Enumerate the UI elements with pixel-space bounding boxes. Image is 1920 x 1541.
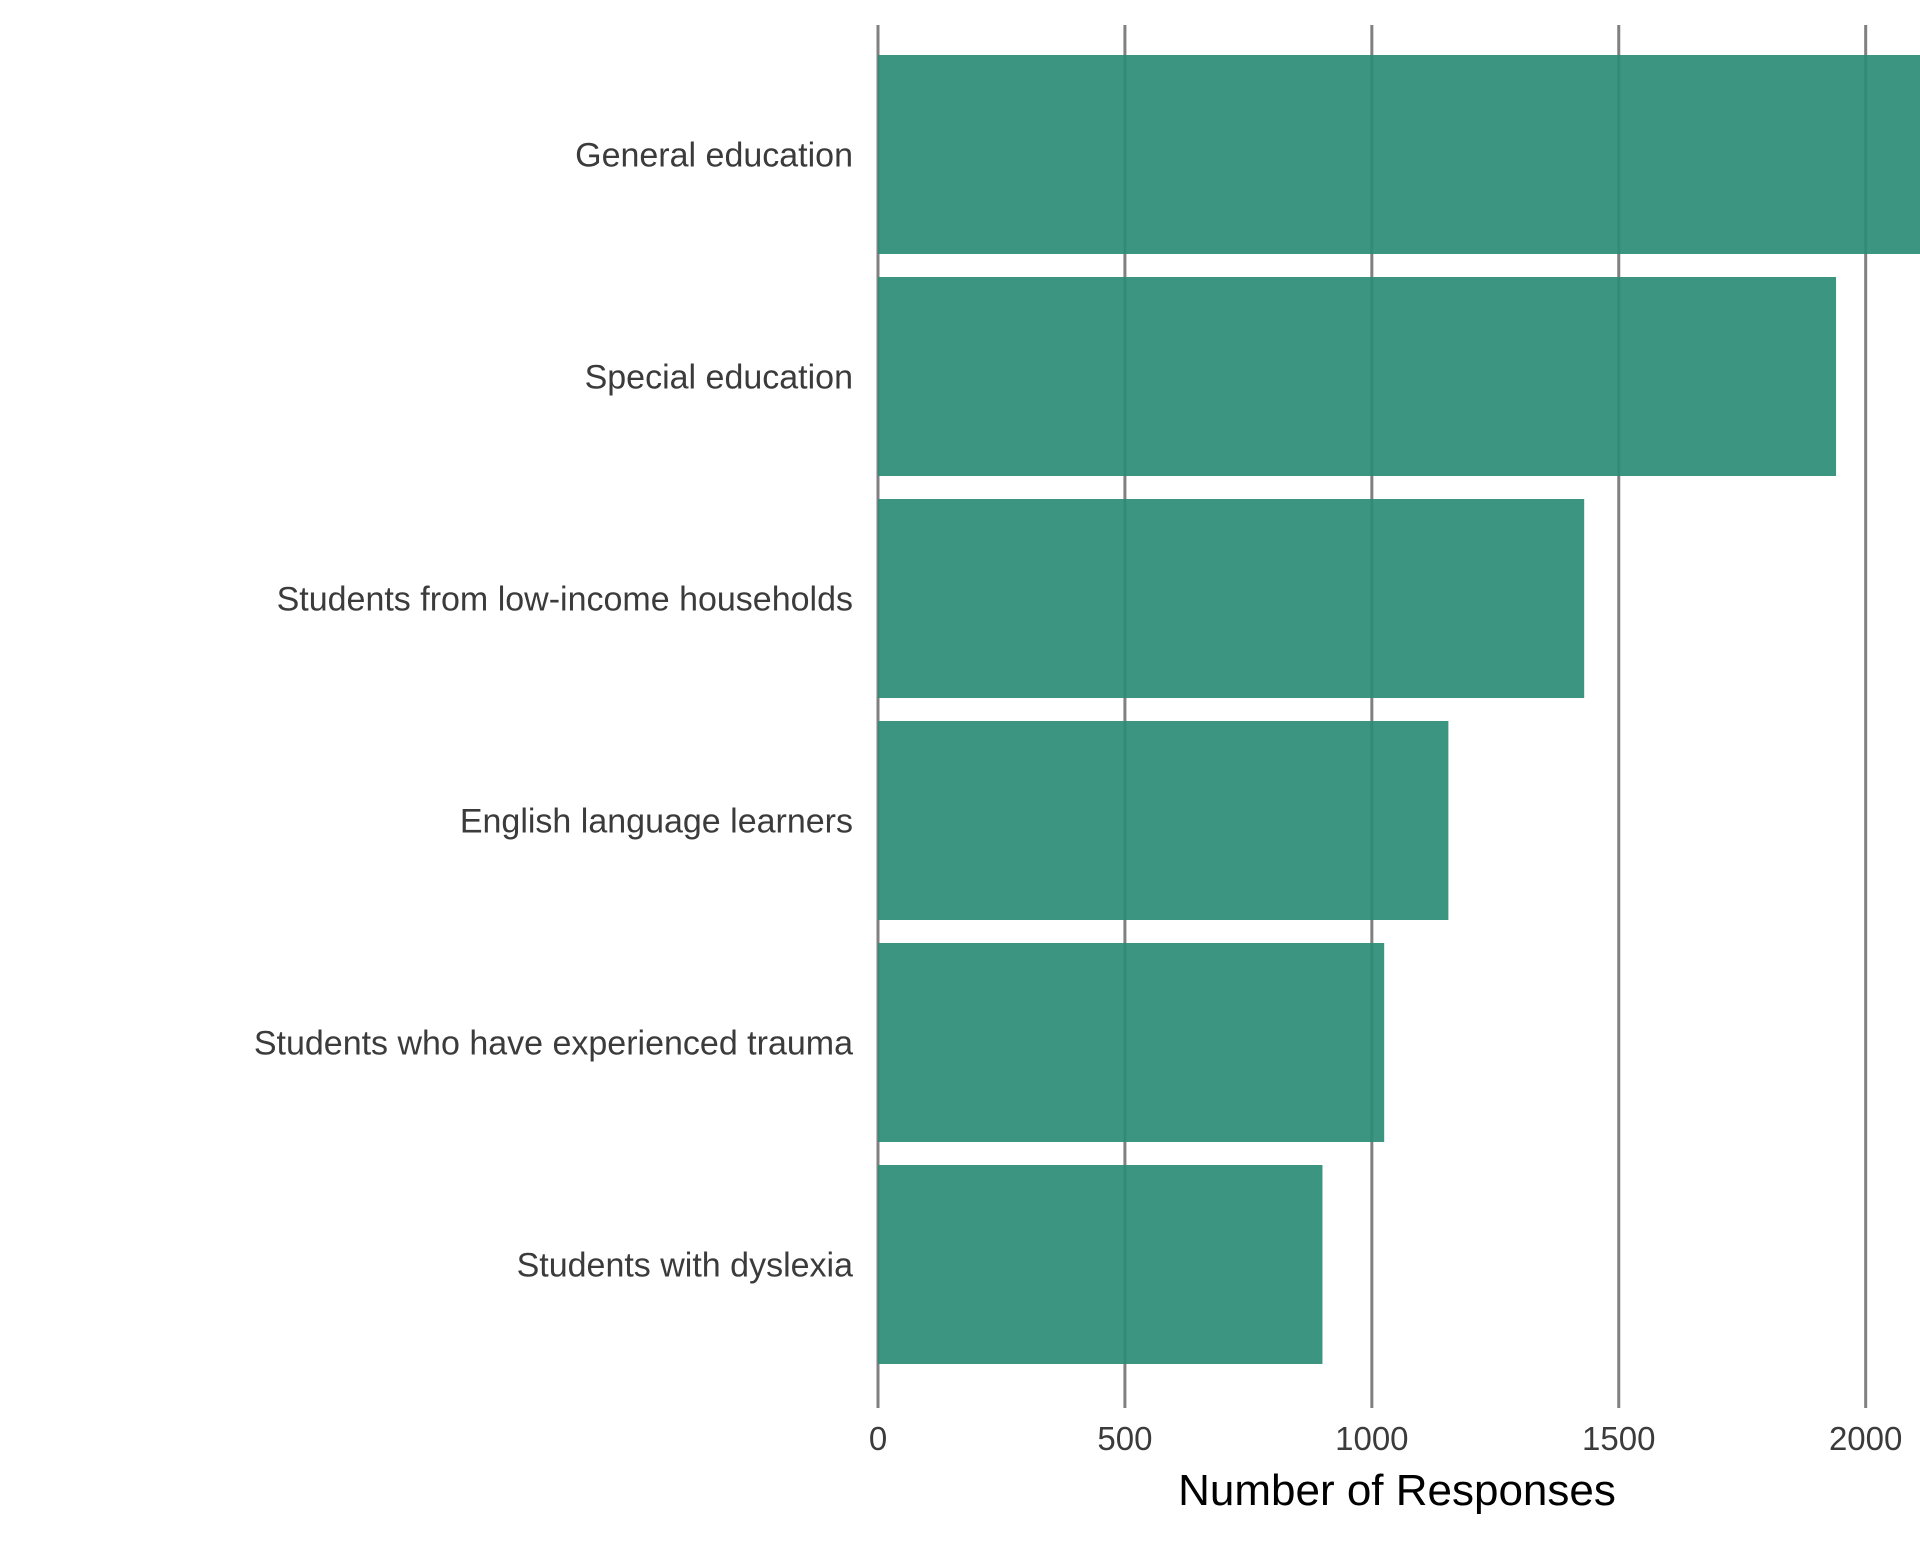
bar-2 bbox=[878, 499, 1585, 698]
x-tick-label-2000: 2000 bbox=[1829, 1420, 1902, 1457]
bar-0 bbox=[878, 55, 1920, 254]
bar-3 bbox=[878, 721, 1449, 920]
category-label-1: Special education bbox=[585, 359, 853, 397]
category-label-3: English language learners bbox=[460, 803, 853, 841]
category-label-4: Students who have experienced trauma bbox=[254, 1025, 853, 1063]
bar-5 bbox=[878, 1165, 1323, 1364]
bars bbox=[878, 55, 1920, 1364]
x-axis-title: Number of Responses bbox=[1178, 1466, 1616, 1515]
category-label-0: General education bbox=[575, 137, 853, 175]
bar-1 bbox=[878, 277, 1837, 476]
x-tick-label-500: 500 bbox=[1097, 1420, 1152, 1457]
x-tick-label-1000: 1000 bbox=[1335, 1420, 1408, 1457]
x-tick-label-1500: 1500 bbox=[1582, 1420, 1655, 1457]
x-tick-label-0: 0 bbox=[869, 1420, 887, 1457]
x-tick-labels: 0 500 1000 1500 2000 bbox=[869, 1420, 1903, 1457]
category-label-5: Students with dyslexia bbox=[517, 1247, 853, 1285]
category-labels: General education Special education Studen… bbox=[254, 137, 853, 1285]
bar-4 bbox=[878, 943, 1385, 1142]
category-label-2: Students from low-income households bbox=[277, 581, 853, 619]
